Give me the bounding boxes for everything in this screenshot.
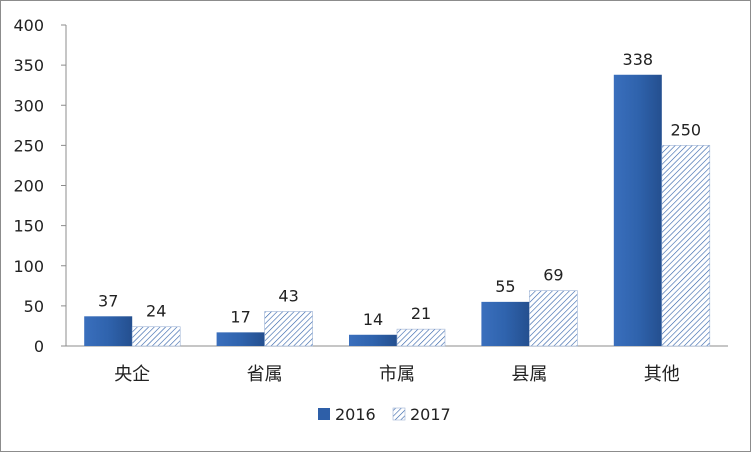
bar-2016-4	[613, 74, 662, 346]
data-label: 17	[230, 307, 250, 326]
y-tick-label: 50	[24, 297, 44, 316]
y-tick-label: 350	[13, 56, 44, 75]
y-tick-label: 300	[13, 96, 44, 115]
x-category-label: 央企	[114, 364, 150, 385]
y-tick-label: 0	[34, 337, 44, 356]
legend-swatch-2016	[318, 408, 330, 420]
y-tick-label: 400	[13, 16, 44, 35]
bar-2016-3	[481, 301, 530, 346]
y-tick-label: 100	[13, 257, 44, 276]
bar-2016-1	[216, 332, 265, 346]
bars	[84, 74, 711, 347]
bar-2016-2	[349, 334, 397, 346]
legend-label-2016: 2016	[335, 405, 376, 424]
y-tick-label: 150	[13, 217, 44, 236]
x-category-label: 市属	[379, 364, 415, 385]
legend-swatch-2017	[392, 407, 406, 421]
data-label: 250	[671, 120, 702, 139]
data-label: 14	[363, 310, 383, 329]
bar-2017-3	[529, 290, 578, 347]
data-label: 43	[278, 286, 298, 305]
bar-2017-1	[264, 311, 313, 347]
data-label: 21	[411, 304, 431, 323]
x-category-label: 县属	[511, 364, 547, 385]
legend: 2016 2017	[318, 405, 451, 424]
data-label: 69	[543, 266, 563, 285]
data-label: 55	[495, 277, 515, 296]
bar-2017-2	[396, 328, 446, 347]
y-tick-label: 250	[13, 136, 44, 155]
x-category-label: 其他	[644, 364, 680, 385]
data-label: 37	[98, 291, 118, 310]
x-category-label: 省属	[247, 364, 283, 385]
bar-2017-4	[661, 145, 711, 347]
bar-2016-0	[84, 316, 133, 346]
bar-2017-0	[131, 326, 181, 347]
data-label: 338	[623, 50, 654, 69]
y-tick-label: 200	[13, 177, 44, 196]
legend-label-2017: 2017	[410, 405, 451, 424]
data-labels: 37 24 17 43 14 21 55 69 338 250	[98, 50, 701, 329]
data-label: 24	[146, 302, 166, 321]
